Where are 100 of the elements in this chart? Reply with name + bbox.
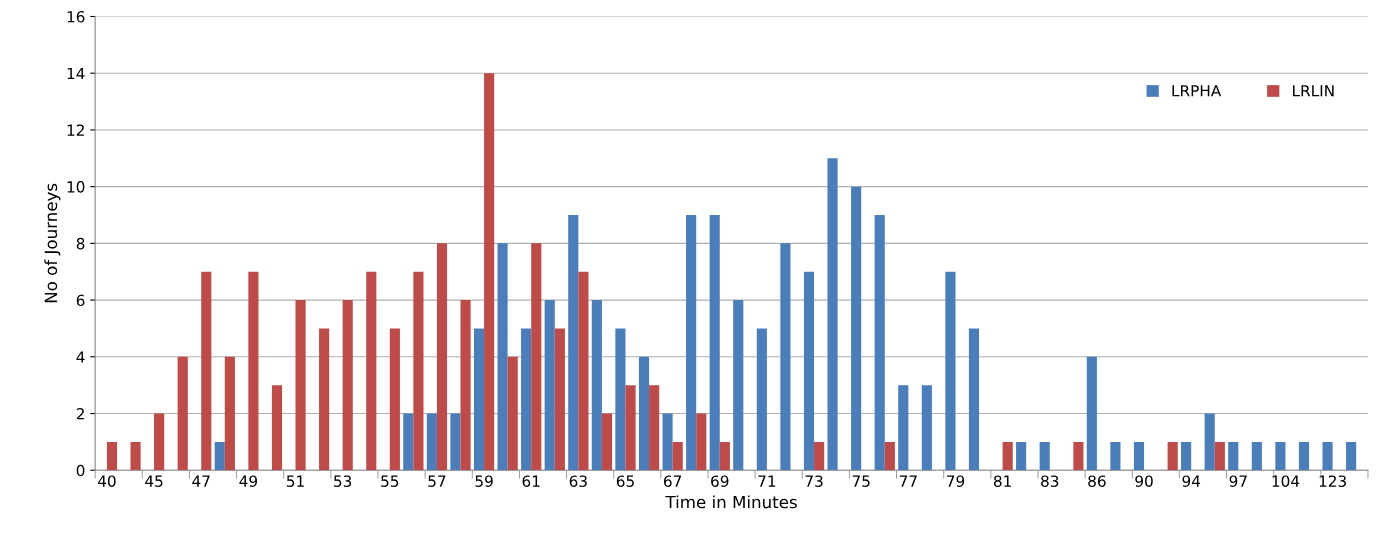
bar bbox=[1322, 441, 1333, 471]
bar bbox=[177, 356, 188, 471]
bar bbox=[436, 243, 448, 471]
bar bbox=[733, 300, 744, 471]
x-tick-label: 55 bbox=[381, 475, 399, 487]
y-tick-label: 0 bbox=[76, 464, 85, 477]
bar bbox=[154, 413, 165, 471]
bar bbox=[450, 413, 461, 471]
bar bbox=[709, 215, 720, 471]
x-tick-label: 53 bbox=[334, 475, 352, 487]
x-tick-label: 75 bbox=[852, 475, 870, 487]
bar bbox=[201, 271, 212, 471]
y-tick-label: 10 bbox=[67, 181, 85, 193]
bar bbox=[366, 271, 377, 471]
bar bbox=[1167, 441, 1178, 471]
bar bbox=[554, 328, 565, 471]
bar bbox=[1298, 441, 1310, 471]
bar bbox=[1110, 441, 1121, 471]
y-tick-label: 12 bbox=[67, 124, 84, 136]
y-axis-title: No of Journeys bbox=[44, 183, 61, 303]
bar bbox=[460, 300, 471, 471]
x-tick-label: 57 bbox=[428, 475, 446, 487]
bar bbox=[531, 243, 542, 471]
bar bbox=[945, 271, 956, 471]
bar bbox=[403, 413, 414, 471]
bar bbox=[426, 413, 437, 471]
y-tick-label: 2 bbox=[76, 408, 84, 420]
bar bbox=[544, 300, 555, 471]
bar bbox=[497, 243, 508, 471]
bar bbox=[884, 441, 895, 471]
bar bbox=[662, 413, 673, 471]
x-tick-label: 49 bbox=[239, 475, 258, 487]
x-tick-label: 69 bbox=[711, 475, 729, 487]
x-tick-label: 90 bbox=[1135, 475, 1153, 487]
bar bbox=[625, 385, 636, 471]
bar bbox=[649, 385, 660, 471]
bar bbox=[615, 328, 626, 471]
bar bbox=[1086, 356, 1097, 471]
x-axis-title: Time in Minutes bbox=[665, 495, 797, 509]
bar bbox=[696, 413, 707, 471]
legend-label: LRLIN bbox=[1293, 85, 1334, 97]
legend-label: LRPHA bbox=[1172, 85, 1222, 97]
x-tick-label: 97 bbox=[1229, 475, 1247, 487]
x-tick-label: 73 bbox=[805, 475, 823, 487]
x-tick-label: 79 bbox=[947, 475, 965, 487]
bar bbox=[319, 328, 330, 471]
bar bbox=[1073, 441, 1084, 471]
bar bbox=[1039, 441, 1050, 471]
bar bbox=[638, 356, 650, 471]
x-tick-label: 123 bbox=[1319, 475, 1346, 487]
y-tick-label: 16 bbox=[67, 10, 85, 23]
bar bbox=[248, 271, 259, 471]
bar bbox=[1346, 441, 1357, 471]
x-tick-label: 63 bbox=[569, 475, 587, 487]
x-tick-label: 83 bbox=[1041, 475, 1059, 487]
x-tick-label: 40 bbox=[97, 475, 116, 487]
y-tick-label: 8 bbox=[76, 237, 85, 250]
x-tick-label: 71 bbox=[758, 475, 776, 487]
bar bbox=[413, 271, 424, 471]
bar bbox=[968, 328, 980, 471]
x-tick-label: 47 bbox=[192, 475, 210, 487]
bar bbox=[507, 356, 518, 471]
x-tick-label: 77 bbox=[899, 475, 917, 487]
bar bbox=[106, 441, 118, 471]
bar bbox=[898, 385, 909, 471]
x-tick-label: 81 bbox=[993, 475, 1011, 487]
bar bbox=[803, 271, 815, 471]
bar bbox=[342, 300, 353, 471]
bar bbox=[130, 441, 141, 471]
bar bbox=[921, 385, 932, 471]
bar bbox=[1275, 441, 1286, 471]
x-tick-label: 45 bbox=[145, 475, 163, 487]
y-tick-label: 14 bbox=[67, 67, 85, 80]
bar bbox=[1251, 441, 1262, 471]
bar bbox=[1214, 441, 1225, 471]
x-tick-label: 61 bbox=[522, 475, 540, 487]
bar bbox=[214, 441, 225, 471]
bar bbox=[756, 328, 767, 471]
bar bbox=[224, 356, 235, 471]
bar bbox=[1204, 413, 1215, 471]
bar bbox=[780, 243, 791, 471]
bar bbox=[473, 328, 485, 471]
x-tick-label: 51 bbox=[286, 475, 304, 487]
bar bbox=[851, 186, 862, 471]
bar bbox=[814, 441, 825, 471]
bar bbox=[568, 215, 579, 471]
bar bbox=[719, 441, 730, 471]
bar bbox=[1133, 441, 1145, 471]
bar bbox=[1228, 441, 1239, 471]
bar bbox=[874, 215, 885, 471]
y-tick-label: 4 bbox=[76, 351, 85, 363]
bar bbox=[271, 385, 283, 471]
y-tick-label: 6 bbox=[76, 294, 85, 307]
bar bbox=[521, 328, 532, 471]
bar bbox=[591, 300, 602, 471]
x-tick-label: 104 bbox=[1272, 475, 1300, 487]
bar bbox=[484, 73, 495, 471]
x-tick-label: 59 bbox=[475, 475, 493, 487]
bar bbox=[601, 413, 613, 471]
bar bbox=[672, 441, 683, 471]
